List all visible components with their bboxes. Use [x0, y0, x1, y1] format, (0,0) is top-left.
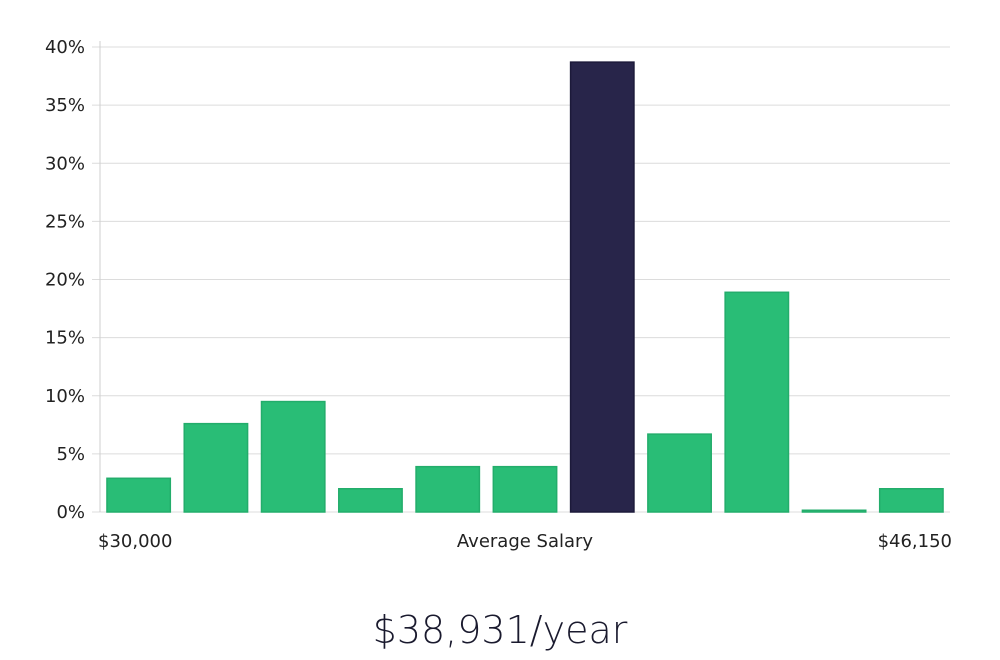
bar	[724, 291, 790, 513]
salary-histogram: 0% 5% 10% 15% 20% 25% 30% 35% 40% $30,000 Averag…	[45, 37, 952, 552]
bar	[878, 488, 944, 513]
x-axis-title: Average Salary	[457, 531, 594, 552]
bar	[492, 465, 558, 513]
y-tick-label: 10%	[45, 386, 85, 407]
y-tick-label: 40%	[45, 37, 85, 58]
x-axis-max-label: $46,150	[878, 531, 952, 552]
bar	[106, 477, 172, 513]
y-tick-label: 0%	[56, 502, 85, 523]
y-tick-label: 20%	[45, 270, 85, 291]
bar	[260, 400, 326, 513]
y-tick-label: 25%	[45, 211, 85, 232]
bar	[183, 422, 249, 513]
bar-average-salary	[569, 61, 635, 513]
y-axis-tick-labels: 0% 5% 10% 15% 20% 25% 30% 35% 40%	[45, 37, 85, 523]
y-tick-label: 35%	[45, 95, 85, 116]
average-salary-value: $38,931/year	[372, 608, 628, 652]
bar	[338, 488, 403, 513]
bars	[106, 61, 944, 513]
bar	[801, 509, 867, 513]
bar	[415, 465, 481, 513]
y-tick-label: 15%	[45, 328, 85, 349]
y-tick-label: 30%	[45, 153, 85, 174]
bar	[647, 433, 712, 513]
y-tick-label: 5%	[56, 444, 85, 465]
x-axis-min-label: $30,000	[98, 531, 172, 552]
